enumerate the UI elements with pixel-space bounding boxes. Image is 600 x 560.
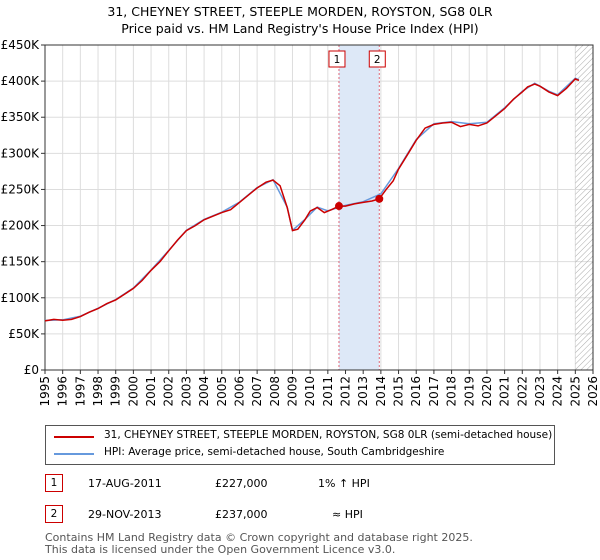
transaction-date: 17-AUG-2011 [88, 477, 162, 490]
x-tick-label: 1995 [38, 376, 52, 407]
x-tick-label: 2003 [179, 376, 193, 407]
chart-legend: 31, CHEYNEY STREET, STEEPLE MORDEN, ROYS… [45, 425, 555, 465]
y-tick-label: £400K [1, 74, 41, 88]
transaction-badge: 2 [45, 505, 63, 523]
footer-license: This data is licensed under the Open Gov… [45, 543, 396, 556]
x-tick-label: 1999 [109, 376, 123, 407]
x-tick-label: 2008 [268, 376, 282, 407]
x-tick-label: 2023 [533, 376, 547, 407]
transaction-point [375, 194, 384, 203]
y-tick-label: £50K [8, 327, 40, 341]
x-tick-label: 2005 [215, 376, 229, 407]
y-tick-label: £150K [1, 255, 41, 269]
y-tick-label: £300K [1, 146, 41, 160]
x-tick-label: 2007 [250, 376, 264, 407]
x-tick-label: 2002 [162, 376, 176, 407]
x-tick-label: 2021 [498, 376, 512, 407]
x-tick-label: 2020 [480, 376, 494, 407]
chart-subtitle: Price paid vs. HM Land Registry's House … [121, 21, 479, 36]
chart-title: 31, CHEYNEY STREET, STEEPLE MORDEN, ROYS… [107, 4, 493, 19]
x-tick-label: 2017 [427, 376, 441, 407]
transaction-point [334, 202, 343, 211]
series-property-line [44, 78, 580, 322]
transaction-marker-label: 1 [334, 54, 341, 66]
y-tick-label: £350K [1, 110, 41, 124]
transaction-marker-box [328, 50, 346, 68]
x-tick-label: 1997 [73, 376, 87, 407]
footer-copyright: Contains HM Land Registry data © Crown c… [45, 531, 473, 544]
x-tick-label: 2000 [126, 376, 140, 407]
x-tick-label: 2010 [303, 376, 317, 407]
legend-swatch-hpi [54, 453, 94, 455]
y-tick-label: £250K [1, 182, 41, 196]
x-tick-label: 1996 [56, 376, 70, 407]
transaction-marker-box [368, 50, 386, 68]
x-tick-label: 2009 [285, 376, 299, 407]
transaction-date: 29-NOV-2013 [88, 508, 162, 521]
x-tick-label: 2006 [232, 376, 246, 407]
x-tick-label: 2004 [197, 376, 211, 407]
x-tick-label: 2001 [144, 376, 158, 407]
legend-label-hpi: HPI: Average price, semi-detached house,… [104, 446, 445, 458]
x-tick-label: 2015 [392, 376, 406, 407]
transaction-badge: 1 [45, 474, 63, 492]
x-tick-label: 2022 [515, 376, 529, 407]
x-tick-label: 2016 [409, 376, 423, 407]
x-tick-label: 2018 [445, 376, 459, 407]
transaction-hpi: ≈ HPI [332, 508, 363, 521]
y-tick-label: £200K [1, 219, 41, 233]
x-tick-label: 2014 [374, 376, 388, 407]
x-tick-label: 2013 [356, 376, 370, 407]
legend-swatch-property [54, 436, 94, 438]
plot-frame [44, 44, 594, 371]
x-tick-label: 2026 [586, 376, 600, 407]
x-tick-label: 2011 [321, 376, 335, 407]
x-tick-label: 2025 [568, 376, 582, 407]
hatched-region [575, 45, 593, 370]
transaction-price: £227,000 [215, 477, 268, 490]
transaction-marker-label: 2 [374, 54, 381, 66]
legend-label-property: 31, CHEYNEY STREET, STEEPLE MORDEN, ROYS… [104, 429, 553, 441]
y-tick-label: £0 [24, 363, 39, 377]
x-tick-label: 1998 [91, 376, 105, 407]
y-tick-label: £450K [1, 38, 41, 52]
transaction-price: £237,000 [215, 508, 268, 521]
transaction-hpi: 1% ↑ HPI [318, 477, 370, 490]
x-tick-label: 2019 [462, 376, 476, 407]
price-chart: £0 £50K £100K £150K £200K £250K £300K £350K £400… [1, 38, 600, 407]
y-tick-label: £100K [1, 291, 41, 305]
shaded-period [338, 45, 380, 370]
x-tick-label: 2024 [551, 376, 565, 407]
x-tick-label: 2012 [339, 376, 353, 407]
